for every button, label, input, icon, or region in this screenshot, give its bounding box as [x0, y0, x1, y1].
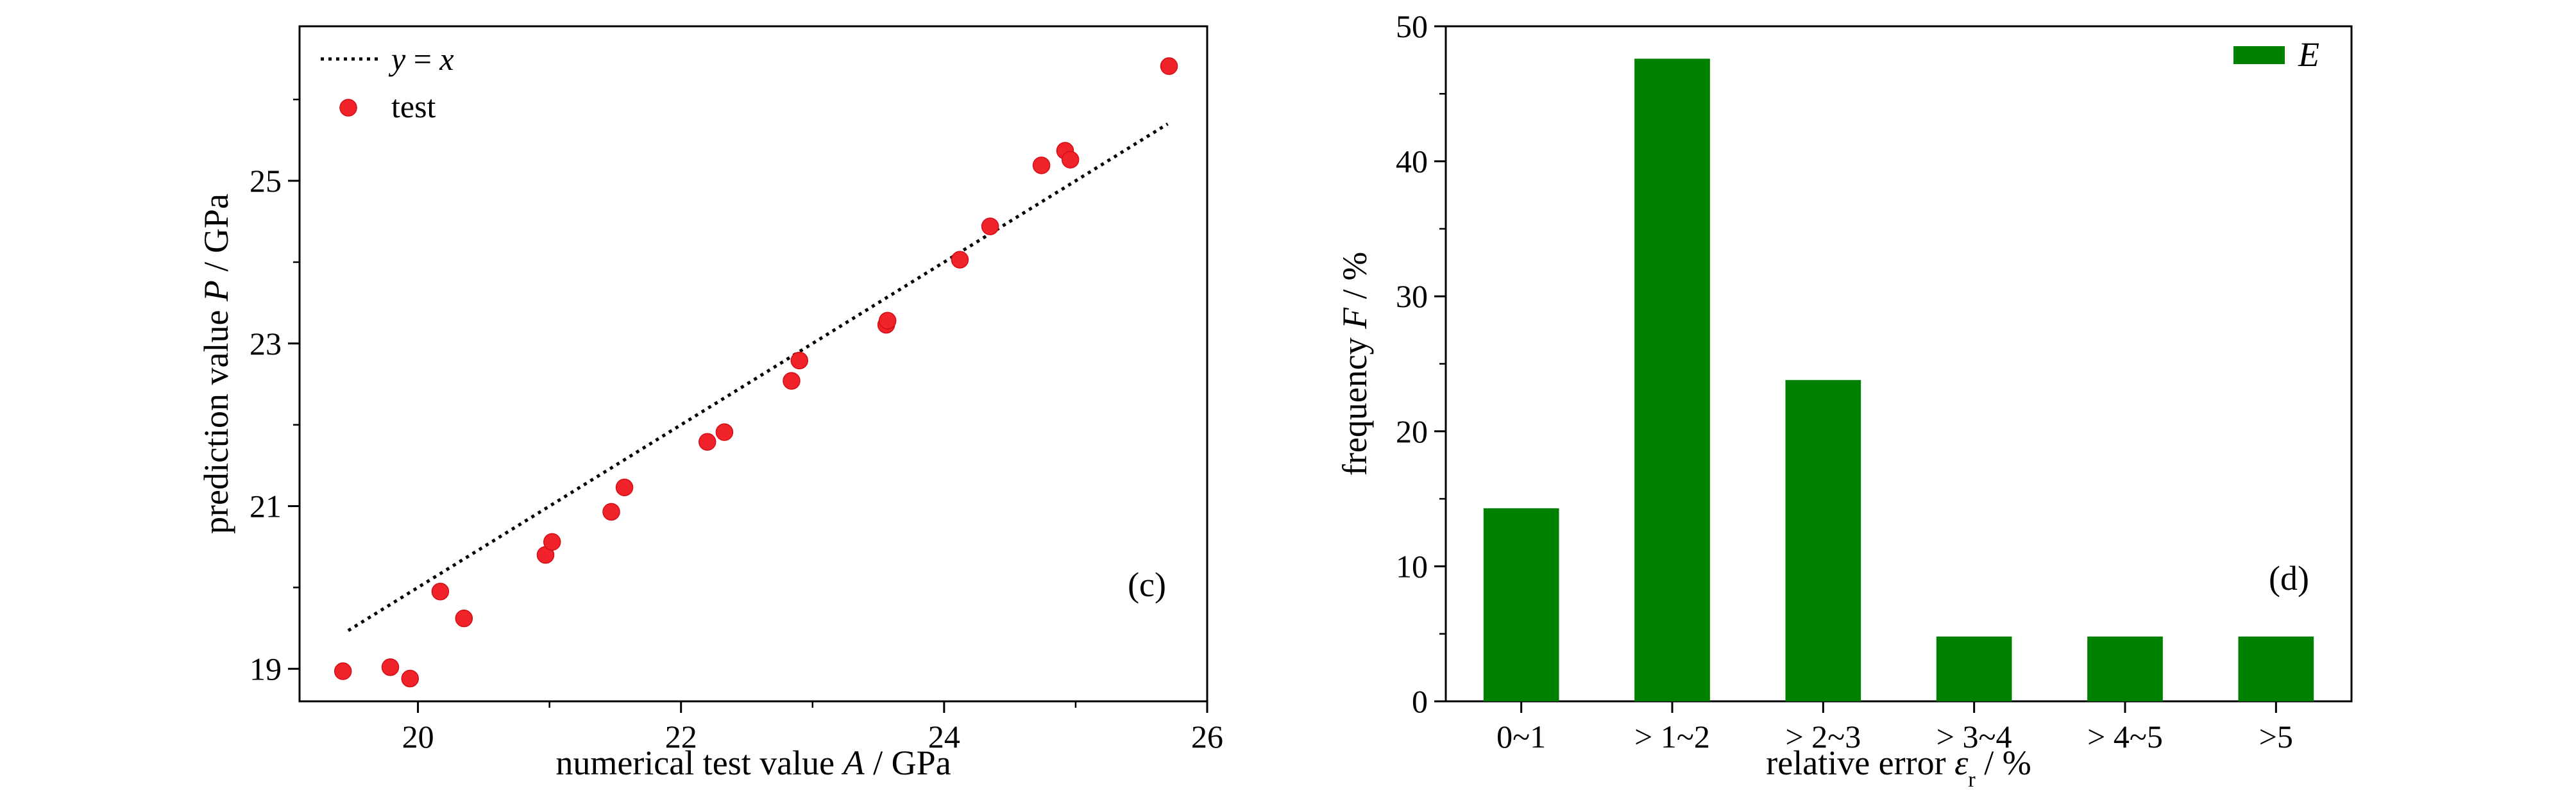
- y-tick-label: 10: [1396, 548, 1428, 584]
- bar: [2087, 636, 2163, 701]
- scatter-point-test: [1032, 156, 1051, 174]
- y-tick-label: 20: [1396, 413, 1428, 449]
- x-tick-label: 26: [1191, 719, 1223, 755]
- bar: [1634, 58, 1710, 701]
- plot-frame-c: [298, 25, 1208, 703]
- scatter-point-test: [1160, 57, 1178, 75]
- scatter-point-test: [951, 251, 969, 269]
- legend-swatch-e: [2233, 46, 2285, 64]
- scatter-point-test: [615, 478, 634, 497]
- scatter-point-test: [401, 669, 419, 688]
- scatter-point-test: [334, 662, 352, 680]
- right-chart-bar: 0~1 > 1~2 > 2~3 > 3~4 > 4~5 >5 0 10 20 30 40 50 rela…: [1335, 8, 2353, 792]
- x-tick-label: 22: [665, 719, 697, 755]
- category-label: > 4~5: [2087, 719, 2163, 755]
- x-axis-label: relative error εr / %: [1766, 744, 2031, 792]
- legend-label-test: test: [391, 88, 436, 124]
- legend-swatch-test: [339, 99, 357, 117]
- legend-label-e: E: [2298, 35, 2319, 74]
- panel-label-d: (d): [2269, 559, 2309, 597]
- scatter-point-test: [1061, 151, 1080, 169]
- bar: [1936, 636, 2012, 701]
- y-tick-label: 30: [1396, 278, 1428, 314]
- category-label: >5: [2259, 719, 2293, 755]
- legend-label-y-equals-x: y = x: [388, 41, 454, 77]
- y-tick-label: 19: [250, 651, 282, 687]
- bar: [2238, 636, 2314, 701]
- y-tick-label: 23: [250, 326, 282, 362]
- category-label: > 2~3: [1785, 719, 1861, 755]
- panel-label-c: (c): [1128, 565, 1166, 604]
- x-tick-label: 20: [402, 719, 434, 755]
- scatter-point-test: [455, 609, 473, 628]
- category-label: 0~1: [1496, 719, 1546, 755]
- category-label: > 1~2: [1634, 719, 1710, 755]
- scatter-point-test: [981, 217, 999, 235]
- scatter-point-test: [602, 503, 620, 521]
- left-chart-scatter: 20 22 24 26 19 21 23 25 numerical test value A /…: [197, 25, 1223, 782]
- scatter-point-test: [543, 533, 561, 551]
- series-line-y-equals-x: [347, 122, 1169, 632]
- y-axis-label: prediction value P / GPa: [197, 194, 235, 534]
- y-axis-label: frequency F / %: [1335, 252, 1374, 476]
- x-axis-label: numerical test value A / GPa: [555, 744, 951, 782]
- y-tick-label: 0: [1412, 683, 1428, 719]
- y-tick-label: 21: [250, 488, 282, 524]
- scatter-point-test: [381, 658, 400, 676]
- scatter-point-test: [790, 351, 809, 370]
- bar: [1483, 508, 1559, 701]
- x-tick-label: 24: [928, 719, 960, 755]
- bar: [1785, 380, 1861, 701]
- scatter-point-test: [783, 372, 801, 390]
- y-tick-label: 50: [1396, 8, 1428, 44]
- category-label: > 3~4: [1936, 719, 2012, 755]
- scatter-point-test: [698, 433, 716, 451]
- scatter-point-test: [715, 423, 734, 441]
- y-tick-label: 40: [1396, 144, 1428, 179]
- y-tick-label: 25: [250, 163, 282, 199]
- scatter-point-test: [431, 582, 450, 601]
- scatter-point-test: [878, 312, 897, 330]
